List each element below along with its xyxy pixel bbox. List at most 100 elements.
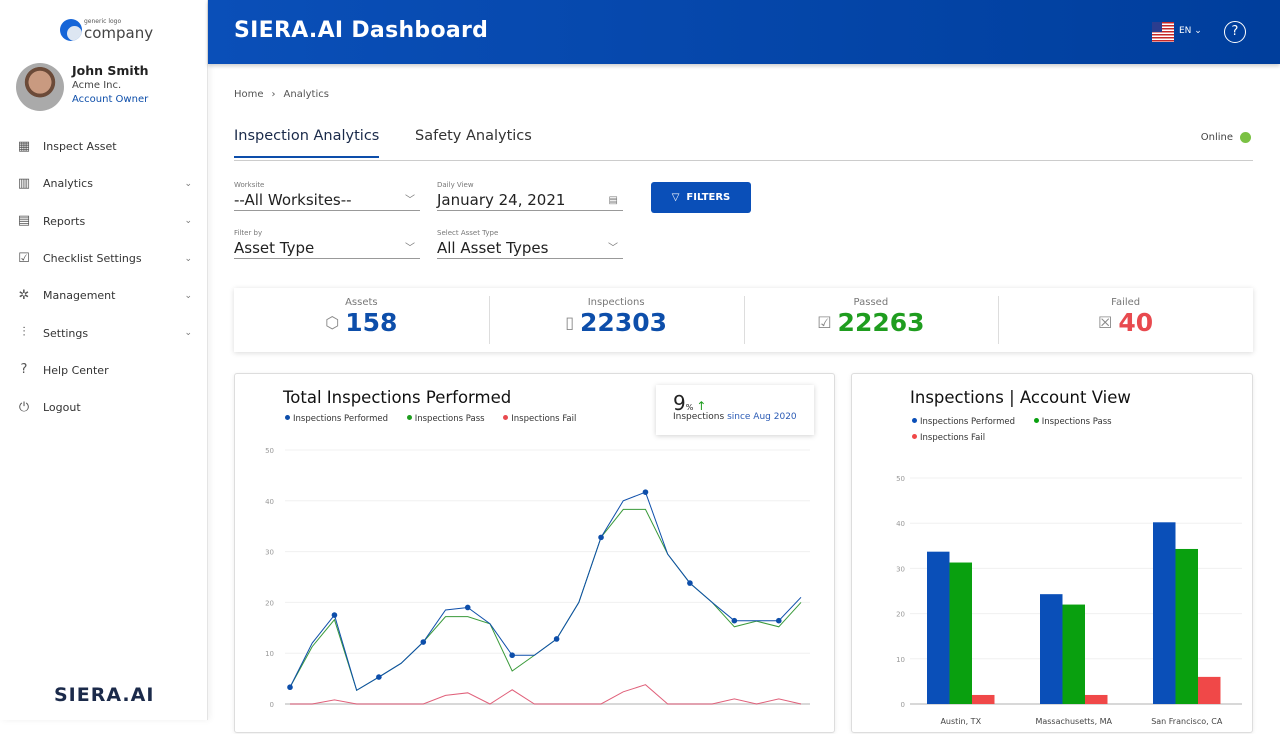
stat-label: Inspections <box>587 297 645 308</box>
siera-logo: SIERA.AI <box>54 684 155 706</box>
x-tick-label: Massachusetts, MA <box>1035 717 1112 726</box>
stat-value: 22263 <box>837 308 925 337</box>
account-view-card: Inspections | Account View Inspections P… <box>851 373 1253 733</box>
breadcrumb-current: Analytics <box>283 89 329 100</box>
data-point <box>464 604 471 611</box>
tablet-x-icon: ☒ <box>1098 313 1113 332</box>
user-name: John Smith <box>72 63 149 78</box>
sidebar-item-management[interactable]: ✲ Management ⌄ <box>0 277 208 314</box>
total-inspections-card: Total Inspections Performed Inspections … <box>234 373 835 733</box>
legend-pass[interactable]: Inspections Pass <box>1033 417 1112 427</box>
stat-value: 40 <box>1118 308 1154 337</box>
legend-performed[interactable]: Inspections Performed <box>912 417 1015 427</box>
data-point <box>687 580 693 586</box>
chevron-down-icon: ﹀ <box>608 243 618 254</box>
app-title: SIERA.AI Dashboard <box>234 18 489 43</box>
sidebar-item-label: Reports <box>43 214 86 228</box>
sidebar-item-reports[interactable]: ▤ Reports ⌄ <box>0 203 208 240</box>
data-point <box>331 612 338 618</box>
sidebar-item-analytics[interactable]: ▥ Analytics ⌄ <box>0 165 208 202</box>
y-tick-label: 50 <box>896 475 905 483</box>
filters-button-label: FILTERS <box>686 192 731 203</box>
kpi-label: Inspections <box>673 412 725 422</box>
bar-chart: 0 10 20 30 40 50 Austin, TX Massachusetts, MA Sa… <box>896 475 1242 726</box>
series-line-inspections-performed <box>289 491 802 692</box>
us-flag-icon[interactable] <box>1152 22 1174 42</box>
calendar-icon[interactable]: ▤ <box>608 195 618 206</box>
sidebar-item-label: Analytics <box>43 177 93 191</box>
sidebar-item-label: Help Center <box>43 363 109 377</box>
filters-button[interactable]: ▽ FILTERS <box>651 182 751 213</box>
user-role: Account Owner <box>72 94 149 105</box>
top-header: SIERA.AI Dashboard EN ⌄ ? <box>208 0 1280 64</box>
tab-inspection-analytics[interactable]: Inspection Analytics <box>234 128 380 158</box>
avatar[interactable] <box>16 63 64 111</box>
stat-label: Failed <box>1111 297 1141 308</box>
data-point <box>553 636 560 642</box>
filter-icon: ▽ <box>671 192 680 203</box>
qr-code-icon: ▦ <box>17 138 31 154</box>
chevron-down-icon[interactable]: ⌄ <box>184 216 192 227</box>
chevron-down-icon[interactable]: ⌄ <box>184 328 192 339</box>
y-tick-label: 0 <box>901 701 905 709</box>
user-profile: John Smith Acme Inc. Account Owner <box>16 63 149 111</box>
sidebar: generic logo company John Smith Acme Inc.… <box>0 0 208 720</box>
daily-view-date-picker[interactable]: Daily View January 24, 2021 ▤ <box>437 181 623 211</box>
sidebar-item-label: Inspect Asset <box>43 140 117 154</box>
worksite-label: Worksite <box>234 181 265 189</box>
legend-pass[interactable]: Inspections Pass <box>406 414 485 424</box>
sidebar-nav: ▦ Inspect Asset ▥ Analytics ⌄ ▤ Reports ⌄ ☑ Check… <box>0 128 208 426</box>
worksite-select[interactable]: Worksite --All Worksites-- ﹀ <box>234 181 420 211</box>
y-tick-label: 10 <box>896 656 905 664</box>
line-chart: 0 10 20 30 40 50 <box>265 447 810 709</box>
y-tick-label: 30 <box>265 549 274 557</box>
asset-type-select[interactable]: Select Asset Type All Asset Types ﹀ <box>437 229 623 259</box>
status-dot-icon <box>1240 132 1251 143</box>
chevron-down-icon[interactable]: ⌄ <box>184 253 192 264</box>
data-point <box>642 489 649 495</box>
series-line-inspections-fail <box>290 684 802 705</box>
tablet-search-icon: ▯ <box>565 313 575 332</box>
y-tick-label: 30 <box>896 565 905 573</box>
sidebar-item-label: Settings <box>43 326 89 340</box>
bar <box>1062 604 1085 704</box>
language-selector[interactable]: EN ⌄ <box>1179 26 1202 36</box>
chevron-down-icon: ⌄ <box>1194 26 1202 36</box>
chevron-down-icon[interactable]: ⌄ <box>184 290 192 301</box>
kpi-growth-card: 9% ↑ Inspections since Aug 2020 <box>656 385 814 435</box>
sidebar-item-help-center[interactable]: ? Help Center <box>0 352 208 389</box>
kpi-value: 9 <box>673 391 686 415</box>
asset-type-value: All Asset Types <box>437 239 549 257</box>
network-icon: ✲ <box>18 287 30 303</box>
daily-view-label: Daily View <box>437 181 474 189</box>
y-tick-label: 40 <box>265 498 274 506</box>
stat-label: Assets <box>345 297 378 308</box>
chart-title: Inspections | Account View <box>910 388 1131 407</box>
bar <box>927 551 950 704</box>
legend-performed[interactable]: Inspections Performed <box>285 414 388 424</box>
filter-by-select[interactable]: Filter by Asset Type ﹀ <box>234 229 420 259</box>
data-point <box>731 617 738 624</box>
y-tick-label: 20 <box>265 599 274 607</box>
stat-failed: Failed ☒ 40 <box>998 288 1253 352</box>
sidebar-item-settings[interactable]: ⫶ Settings ⌄ <box>0 314 208 351</box>
checklist-icon: ☑ <box>18 250 30 266</box>
help-button[interactable]: ? <box>1224 21 1246 43</box>
legend-fail[interactable]: Inspections Fail <box>503 414 576 424</box>
filter-by-label: Filter by <box>234 229 263 237</box>
x-tick-label: Austin, TX <box>940 717 981 726</box>
legend-fail[interactable]: Inspections Fail <box>912 433 985 443</box>
breadcrumb-separator: › <box>271 89 276 100</box>
sidebar-item-logout[interactable]: ⏻ Logout <box>0 389 208 426</box>
breadcrumb-home[interactable]: Home <box>234 89 264 100</box>
stat-label: Passed <box>853 297 889 308</box>
y-tick-label: 10 <box>265 650 274 658</box>
sidebar-item-checklist-settings[interactable]: ☑ Checklist Settings ⌄ <box>0 240 208 277</box>
tab-safety-analytics[interactable]: Safety Analytics <box>415 128 532 144</box>
sidebar-item-label: Checklist Settings <box>43 252 142 266</box>
y-tick-label: 0 <box>270 701 274 709</box>
reports-icon: ▤ <box>17 213 31 229</box>
sidebar-item-inspect-asset[interactable]: ▦ Inspect Asset <box>0 128 208 165</box>
data-point <box>287 684 293 691</box>
chevron-down-icon[interactable]: ⌄ <box>184 178 192 189</box>
